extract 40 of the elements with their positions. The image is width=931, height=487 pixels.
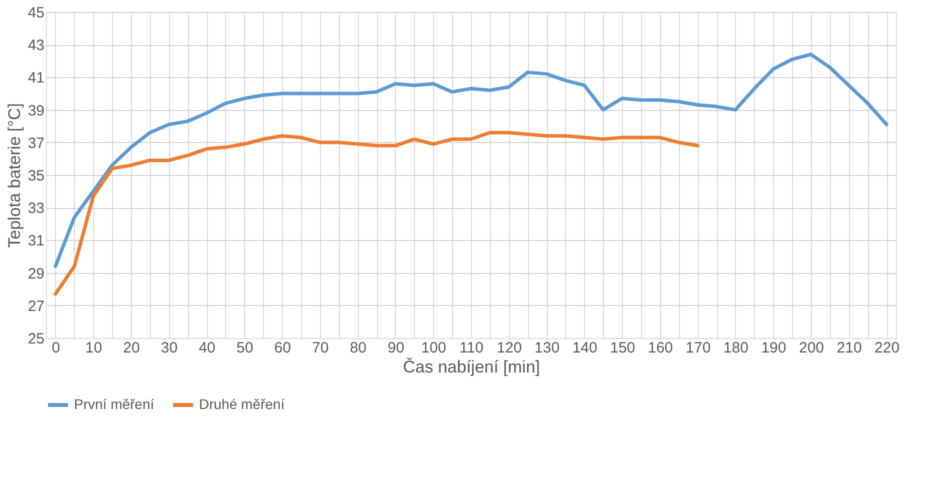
y-tick-label: 41 xyxy=(28,70,44,87)
x-tick-label: 20 xyxy=(123,340,140,356)
x-tick-label: 170 xyxy=(686,340,711,356)
x-tick-label: 140 xyxy=(572,340,598,356)
y-axis-title: Teplota baterie [°C] xyxy=(4,103,24,248)
x-tick-label: 110 xyxy=(460,340,484,356)
x-tick-label: 220 xyxy=(874,340,900,356)
y-tick-label: 31 xyxy=(28,232,44,250)
y-tick-label: 27 xyxy=(28,298,44,315)
x-tick-label: 10 xyxy=(85,340,102,356)
x-tick-label: 120 xyxy=(496,340,522,356)
x-axis-title: Čas nabíjení [min] xyxy=(402,358,540,376)
x-tick-label: 180 xyxy=(723,340,748,356)
x-tick-label: 90 xyxy=(388,340,404,356)
y-tick-label: 45 xyxy=(28,4,44,22)
line-series xyxy=(54,130,700,296)
y-tick-label: 33 xyxy=(28,200,44,218)
x-tick-label: 210 xyxy=(836,340,862,356)
y-tick-label: 29 xyxy=(28,265,44,282)
y-tick-label: 25 xyxy=(28,330,44,348)
x-tick-label: 70 xyxy=(312,340,329,356)
x-tick-label: 30 xyxy=(160,340,178,356)
x-tick-label: 50 xyxy=(236,340,254,356)
x-tick-label: 60 xyxy=(274,340,291,356)
y-tick-label: 43 xyxy=(28,37,44,54)
x-tick-label: 100 xyxy=(421,340,446,356)
y-tick-label: 37 xyxy=(28,134,44,152)
x-tick-label: 160 xyxy=(648,340,673,356)
x-tick-label: 190 xyxy=(761,340,786,356)
y-tick-label: 39 xyxy=(28,102,44,120)
x-tick-label: 80 xyxy=(350,340,367,356)
legend-label: Druhé měření xyxy=(199,396,285,412)
x-tick-label: 130 xyxy=(534,340,560,356)
line-series xyxy=(54,52,888,268)
legend-label: První měření xyxy=(74,396,154,412)
x-tick-label: 150 xyxy=(610,340,636,356)
y-tick-label: 35 xyxy=(28,168,44,184)
x-tick-label: 200 xyxy=(798,340,824,356)
x-tick-label: 40 xyxy=(198,340,216,356)
x-tick-label: 0 xyxy=(52,340,60,356)
